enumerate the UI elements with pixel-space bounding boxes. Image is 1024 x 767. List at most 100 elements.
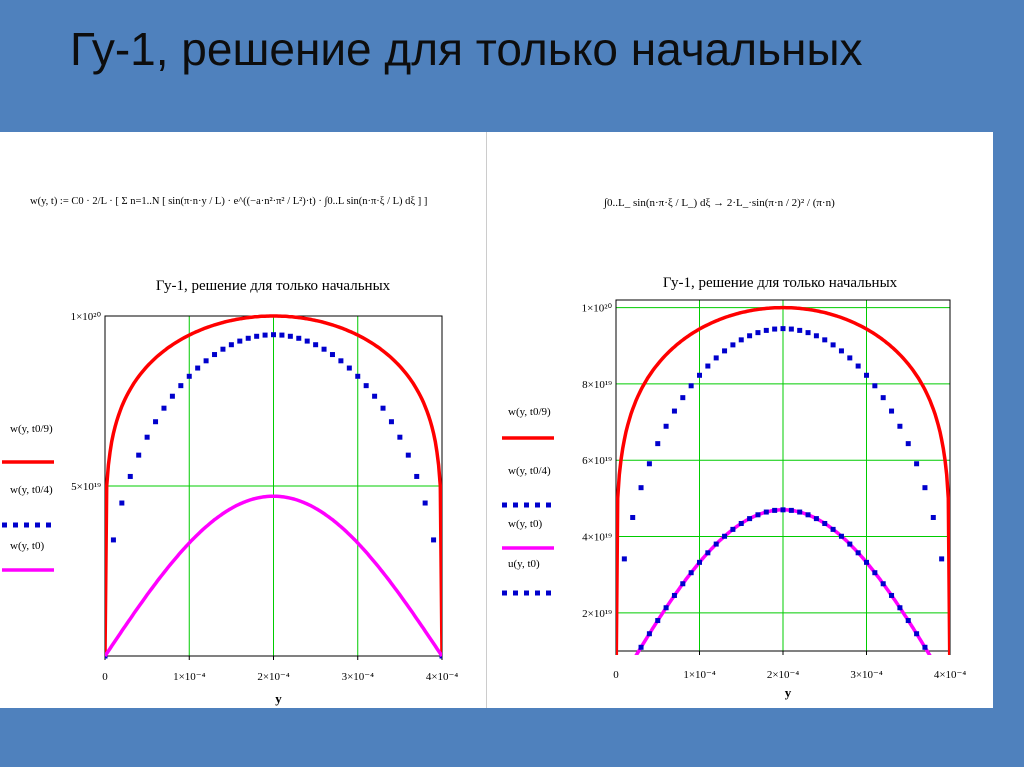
series-point xyxy=(880,581,886,587)
x-tick-label: 4×10⁻⁴ xyxy=(426,671,459,683)
legend-swatch-dot xyxy=(535,502,540,508)
series-point xyxy=(880,395,886,401)
series-point xyxy=(838,533,844,539)
x-tick-label: 0 xyxy=(102,671,108,683)
series-point xyxy=(614,687,619,692)
series-point xyxy=(755,512,761,518)
legend-swatch-dot xyxy=(524,502,529,508)
series-point xyxy=(697,372,702,378)
series-point xyxy=(363,383,369,389)
series-point xyxy=(680,581,686,587)
series-point xyxy=(755,330,761,336)
y-tick-label: 1×10²⁰ xyxy=(582,303,613,315)
series-point xyxy=(738,337,744,343)
x-tick-label: 0 xyxy=(613,669,619,681)
series-point xyxy=(780,326,786,332)
series-point xyxy=(822,337,828,343)
series-point xyxy=(169,393,175,399)
series-point xyxy=(405,452,411,458)
series-point xyxy=(813,333,819,339)
series-point xyxy=(830,342,836,348)
x-tick-label: 2×10⁻⁴ xyxy=(257,671,290,683)
chart-title: Гу-1, решение для только начальных xyxy=(663,275,898,291)
series-point xyxy=(730,342,736,348)
y-tick-label: 2×10¹⁹ xyxy=(582,608,612,620)
series-point xyxy=(161,405,167,411)
series-point xyxy=(638,485,644,491)
series-point xyxy=(655,441,661,447)
series-point xyxy=(203,358,209,364)
series-point xyxy=(905,618,911,624)
series-point xyxy=(237,338,243,344)
legend-swatch-dot xyxy=(2,522,7,528)
series-point xyxy=(630,514,636,520)
legend-swatch-dot xyxy=(513,502,518,508)
series-point xyxy=(914,631,920,637)
series-point xyxy=(671,592,677,598)
series-point xyxy=(262,332,268,338)
series-point xyxy=(747,333,753,339)
series-point xyxy=(905,441,911,447)
legend-label: w(y, t0/4) xyxy=(10,484,53,496)
series-point xyxy=(772,507,778,513)
series-point xyxy=(805,512,811,518)
series-point xyxy=(338,358,344,364)
legend-label: w(y, t0/9) xyxy=(508,406,551,418)
series-point xyxy=(805,330,811,336)
series-point xyxy=(738,520,744,526)
series-point xyxy=(245,335,251,341)
x-tick-label: 3×10⁻⁴ xyxy=(850,669,883,681)
series-point xyxy=(855,550,861,556)
series-point xyxy=(431,537,437,543)
series-point xyxy=(380,405,386,411)
y-tick-label: 1×10²⁰ xyxy=(71,311,102,323)
series-point xyxy=(195,365,201,371)
series-point xyxy=(372,393,378,399)
series-point xyxy=(688,570,694,576)
series-point xyxy=(722,533,728,539)
chart-title: Гу-1, решение для только начальных xyxy=(156,278,391,294)
legend-swatch-dot xyxy=(546,502,551,508)
series-point xyxy=(388,419,394,425)
series-point xyxy=(153,419,159,425)
series-point xyxy=(763,327,769,333)
legend-label: w(y, t0/4) xyxy=(508,465,551,477)
series-point xyxy=(922,644,928,650)
series-point xyxy=(614,687,619,692)
series-point xyxy=(663,423,669,429)
series-point xyxy=(864,372,869,378)
series-point xyxy=(847,355,853,361)
series-point xyxy=(797,509,803,515)
legend-swatch-dot xyxy=(546,590,551,596)
chart-2: Гу-1, решение для только начальных 0 1×10⁻… xyxy=(502,275,966,700)
series-point xyxy=(930,514,936,520)
series-point xyxy=(722,348,728,354)
series-point xyxy=(813,516,819,522)
series-point xyxy=(186,373,192,379)
series-point xyxy=(788,507,794,513)
plot-frame xyxy=(615,299,951,652)
formula-right: ∫0..L_ sin(n·π·ξ / L_) dξ → 2·L_·sin(π·n… xyxy=(604,197,835,209)
series-point xyxy=(127,473,133,479)
series-point xyxy=(889,408,895,414)
series-point xyxy=(697,559,702,565)
series-point xyxy=(705,550,711,556)
series-point xyxy=(271,332,276,338)
series-point xyxy=(872,383,878,389)
legend-swatch-dot xyxy=(24,522,29,528)
series-point xyxy=(663,605,669,611)
series-point xyxy=(119,500,125,506)
slide-title: Гу-1, решение для только начальных xyxy=(70,23,863,75)
legend-swatch-dot xyxy=(13,522,18,528)
series-point xyxy=(178,383,184,389)
series-point xyxy=(671,408,677,414)
series-group xyxy=(105,314,442,659)
series-point xyxy=(144,434,150,440)
series-point xyxy=(422,500,428,506)
series-line xyxy=(105,314,442,657)
series-line xyxy=(616,305,950,655)
series-point xyxy=(780,507,786,513)
series-point xyxy=(713,541,719,547)
y-tick-label: 4×10¹⁹ xyxy=(582,532,612,544)
